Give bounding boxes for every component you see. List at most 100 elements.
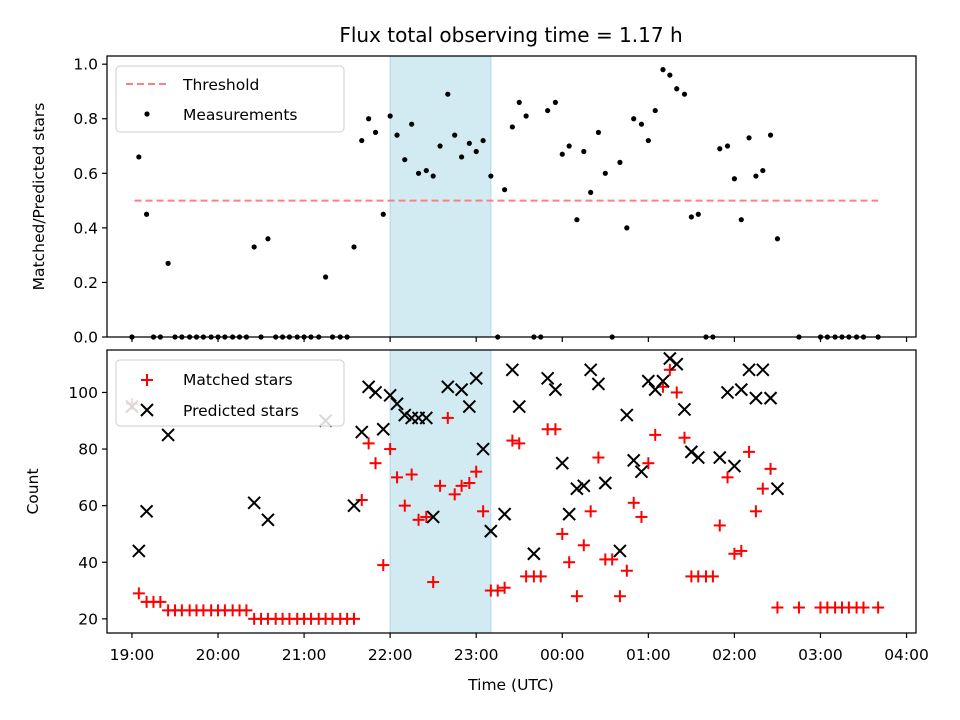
measurement-point — [617, 159, 623, 165]
xtick-label: 22:00 — [368, 646, 413, 664]
measurement-point — [466, 140, 472, 146]
legend-matched-swatch — [141, 374, 153, 386]
measurement-point — [480, 137, 486, 144]
matched-star-point — [427, 576, 440, 589]
measurement-point — [767, 132, 774, 138]
measurement-point — [380, 211, 386, 217]
predicted-star-point — [419, 411, 434, 425]
xtick-label: 23:00 — [454, 646, 499, 664]
predicted-star-point — [598, 476, 613, 490]
measurement-point — [359, 137, 365, 144]
matched-star-point — [491, 584, 504, 597]
bottom-y-axis-label: Count — [24, 468, 42, 514]
matched-star-point — [713, 519, 726, 532]
predicted-star-point — [620, 408, 634, 422]
matched-star-point — [470, 465, 483, 478]
matched-star-point — [721, 471, 734, 484]
predicted-star-point — [727, 459, 742, 473]
predicted-star-point — [247, 496, 261, 510]
matched-star-point — [355, 493, 368, 506]
legend-matched-label: Matched stars — [183, 371, 293, 389]
measurement-point — [552, 99, 558, 105]
legend-predicted-swatch — [140, 403, 154, 417]
measurement-point — [402, 157, 408, 163]
measurement-point — [724, 143, 731, 149]
matched-star-point — [756, 482, 769, 495]
predicted-star-point — [390, 397, 404, 411]
matched-star-point — [534, 570, 547, 583]
predicted-star-point — [454, 382, 469, 397]
top-panel: 0.0 0.2 0.4 0.6 0.8 1.0 Matched/Predicted sta… — [30, 55, 917, 347]
measurement-point — [502, 187, 508, 193]
bottom-legend-box — [115, 359, 345, 427]
measurement-point — [652, 107, 658, 114]
predicted-star-point — [261, 513, 275, 527]
measurement-point — [681, 91, 688, 97]
measurements-layer — [129, 67, 881, 340]
predicted-star-point — [355, 425, 369, 439]
measurement-point — [631, 116, 637, 122]
measurement-point — [774, 236, 781, 242]
bottom-axes-frame — [106, 349, 917, 634]
matched-star-point — [678, 431, 691, 444]
legend-threshold-label: Threshold — [182, 76, 259, 94]
predicted-star-point — [613, 544, 627, 558]
measurement-point — [581, 148, 587, 155]
measurement-point — [559, 151, 565, 157]
matched-star-point — [663, 363, 676, 376]
predicted-star-point — [505, 363, 520, 377]
matched-star-point — [670, 386, 683, 399]
measurement-point — [136, 154, 142, 160]
measurement-point — [366, 116, 372, 122]
measurement-point — [251, 244, 257, 250]
predicted-star-point — [376, 422, 390, 436]
predicted-star-point — [641, 374, 656, 388]
matched-star-point — [792, 601, 805, 614]
bottom-y-ticks: 20 40 60 80 100 — [68, 384, 107, 628]
matched-star-point — [556, 527, 569, 540]
bottom-ytick-label: 40 — [78, 554, 98, 572]
matched-star-point — [577, 539, 590, 552]
measurement-point — [430, 173, 436, 179]
matched-star-point — [384, 443, 397, 456]
measurement-point — [509, 124, 515, 130]
matched-star-point — [463, 477, 476, 490]
predicted-star-point — [749, 391, 763, 405]
measurement-point — [574, 217, 580, 223]
predicted-star-point — [562, 507, 576, 521]
measurement-point — [265, 236, 271, 242]
predicted-star-point — [527, 547, 541, 561]
measurement-point — [660, 67, 666, 73]
measurement-point — [452, 132, 458, 138]
matched-star-point — [513, 437, 526, 450]
bottom-ytick-label: 60 — [78, 497, 98, 515]
predicted-star-point — [591, 377, 606, 391]
matched-star-point — [448, 488, 461, 501]
top-y-axis-label: Matched/Predicted stars — [30, 103, 48, 291]
predicted-star-point — [512, 399, 526, 414]
measurement-point — [165, 260, 171, 266]
predicted-star-point — [398, 408, 412, 422]
top-ytick-label: 0.6 — [73, 165, 98, 183]
matched-star-point — [613, 590, 626, 603]
predicted-star-point — [691, 450, 705, 465]
bottom-ytick-label: 100 — [68, 384, 98, 402]
matched-star-point — [649, 428, 662, 441]
measurement-point — [667, 72, 673, 78]
x-axis-label: Time (UTC) — [467, 676, 554, 694]
measurement-point — [760, 167, 766, 174]
predicted-star-point — [469, 371, 483, 386]
bottom-x-ticks: 19:00 20:00 21:00 22:00 23:00 00:00 01:00 02:00… — [110, 633, 929, 664]
measurement-point — [415, 170, 422, 176]
matched-star-point — [441, 411, 454, 424]
measurement-point — [746, 135, 752, 141]
top-legend: Threshold Measurements — [115, 65, 345, 133]
xtick-label: 03:00 — [798, 646, 843, 664]
matched-star-point — [642, 457, 655, 470]
matched-star-point — [240, 604, 253, 617]
matched-star-point — [606, 553, 619, 566]
measurement-point — [688, 214, 694, 220]
predicted-star-point — [347, 498, 361, 513]
matched-star-point — [764, 462, 777, 475]
predicted-star-point — [570, 481, 584, 496]
